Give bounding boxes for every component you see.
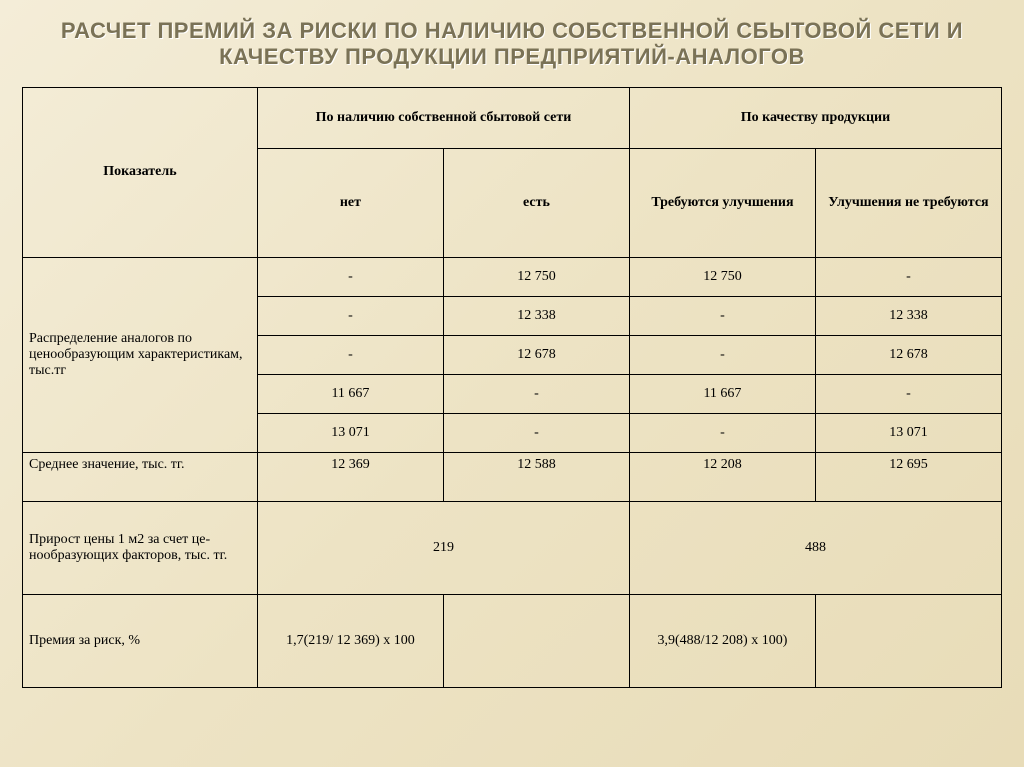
col-header-yes: есть [443, 148, 629, 257]
cell: - [815, 374, 1001, 413]
col-header-no: нет [257, 148, 443, 257]
cell: 1,7(219/ 12 369) х 100 [257, 594, 443, 687]
cell [443, 594, 629, 687]
row-label-increment: Прирост цены 1 м2 за счет це­нообразующи… [23, 501, 258, 594]
cell-increment-group1: 219 [257, 501, 629, 594]
table-header-row-1: Показатель По наличию собственной сбытов… [23, 87, 1002, 148]
page-title: РАСЧЕТ ПРЕМИЙ ЗА РИСКИ ПО НАЛИЧИЮ СОБСТВ… [22, 18, 1002, 71]
cell: - [257, 257, 443, 296]
cell: 11 667 [257, 374, 443, 413]
cell: 12 369 [257, 452, 443, 501]
row-label-distribution: Распределение аналогов по ценообразующим… [23, 257, 258, 452]
cell: 12 588 [443, 452, 629, 501]
cell: 12 750 [443, 257, 629, 296]
cell: 13 071 [815, 413, 1001, 452]
cell: - [629, 413, 815, 452]
cell: 12 695 [815, 452, 1001, 501]
cell: - [257, 335, 443, 374]
table-row-premium: Премия за риск, % 1,7(219/ 12 369) х 100… [23, 594, 1002, 687]
cell: 13 071 [257, 413, 443, 452]
col-header-group-quality: По качеству продукции [629, 87, 1001, 148]
col-header-indicator: Показатель [23, 87, 258, 257]
cell: 3,9(488/12 208) х 100) [629, 594, 815, 687]
cell: 12 678 [443, 335, 629, 374]
cell: 12 338 [443, 296, 629, 335]
cell: 12 338 [815, 296, 1001, 335]
cell: - [629, 296, 815, 335]
cell [815, 594, 1001, 687]
row-label-average: Среднее значение, тыс. тг. [23, 452, 258, 501]
cell: 12 208 [629, 452, 815, 501]
table-row: Распределение аналогов по ценообразующим… [23, 257, 1002, 296]
cell: - [257, 296, 443, 335]
col-header-no-improvement: Улучшения не требуются [815, 148, 1001, 257]
cell: - [629, 335, 815, 374]
cell: 11 667 [629, 374, 815, 413]
slide: РАСЧЕТ ПРЕМИЙ ЗА РИСКИ ПО НАЛИЧИЮ СОБСТВ… [0, 0, 1024, 710]
cell: - [443, 374, 629, 413]
cell-increment-group2: 488 [629, 501, 1001, 594]
cell: - [443, 413, 629, 452]
risk-premium-table: Показатель По наличию собственной сбытов… [22, 87, 1002, 688]
row-label-premium: Премия за риск, % [23, 594, 258, 687]
table-row-average: Среднее значение, тыс. тг. 12 369 12 588… [23, 452, 1002, 501]
cell: 12 678 [815, 335, 1001, 374]
cell: - [815, 257, 1001, 296]
col-header-group-sales-network: По наличию собственной сбытовой сети [257, 87, 629, 148]
cell: 12 750 [629, 257, 815, 296]
table-row-increment: Прирост цены 1 м2 за счет це­нообразующи… [23, 501, 1002, 594]
col-header-needs-improvement: Требуются улучшения [629, 148, 815, 257]
